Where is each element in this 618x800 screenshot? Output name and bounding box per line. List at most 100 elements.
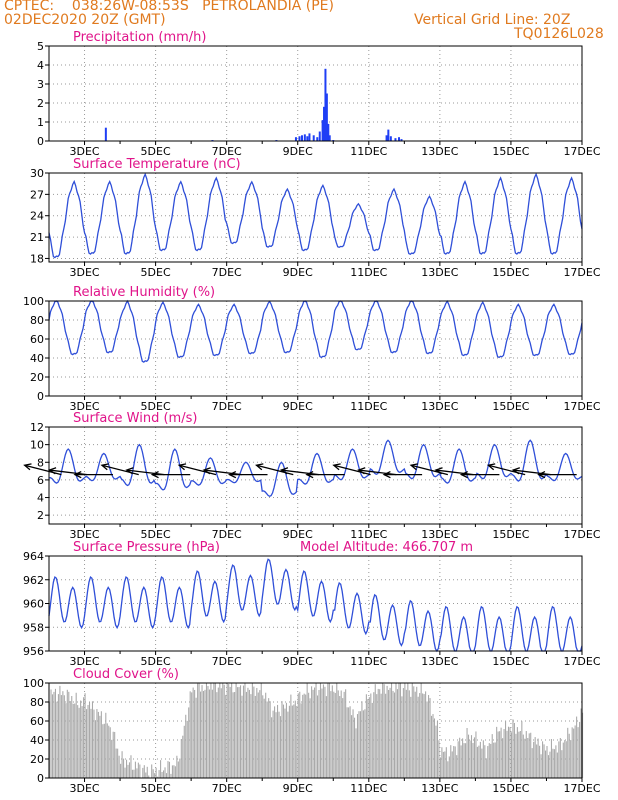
cloud-bar: [164, 767, 166, 778]
y-tick-label: 1: [37, 116, 44, 129]
x-tick-label: 13DEC: [421, 145, 458, 158]
x-tick-label: 13DEC: [421, 400, 458, 413]
cloud-bar: [353, 717, 356, 778]
cloud-bar: [86, 709, 88, 778]
cloud-bar: [97, 711, 99, 778]
x-tick-label: 9DEC: [283, 145, 313, 158]
cloud-bar: [102, 724, 104, 778]
cloud-bar: [470, 735, 473, 778]
cloud-bar: [416, 686, 418, 778]
cloud-bar: [420, 683, 422, 778]
cloud-bar: [229, 686, 231, 778]
cloud-bar: [281, 701, 283, 778]
cloud-bar: [383, 684, 385, 778]
cloud-bar: [528, 733, 530, 778]
cloud-bar: [491, 734, 493, 778]
y-tick-label: 21: [30, 231, 44, 244]
cloud-bar: [170, 773, 172, 778]
cloud-bar: [392, 690, 394, 778]
cloud-bar: [506, 730, 508, 778]
cloud-bar: [561, 750, 563, 778]
x-tick-label: 11DEC: [350, 528, 387, 541]
cloud-bar: [188, 707, 190, 778]
cloud-bar: [429, 698, 431, 778]
cloud-bar: [272, 710, 274, 778]
cloud-bar: [195, 697, 197, 778]
panel-frame: [48, 45, 583, 142]
x-tick-label: 11DEC: [350, 782, 387, 795]
y-tick-label: 962: [23, 574, 44, 587]
cloud-bar: [290, 694, 292, 778]
cloud-bar: [339, 696, 341, 778]
cloud-bar: [291, 705, 293, 778]
cloud-bar: [216, 692, 218, 778]
cloud-bar: [205, 683, 208, 778]
cloud-bar: [130, 755, 132, 778]
cloud-bar: [88, 702, 91, 778]
cloud-bar: [316, 695, 319, 778]
cloud-bar: [507, 726, 510, 778]
cloud-bar: [411, 683, 413, 778]
cloud-bar: [148, 775, 150, 778]
cloud-bar: [161, 772, 163, 778]
cloud-bar: [83, 697, 85, 778]
cloud-bar: [564, 740, 566, 778]
cloud-bar: [444, 751, 446, 778]
cloud-bar: [237, 687, 239, 778]
cloud-bar: [402, 688, 404, 778]
cloud-bar: [154, 773, 156, 778]
cloud-bar: [131, 769, 133, 778]
cloud-bar: [124, 767, 126, 778]
cloud-bar: [388, 689, 390, 778]
cloud-bar: [432, 714, 434, 778]
x-tick-label: 9DEC: [283, 266, 313, 279]
cloud-bar: [163, 770, 165, 778]
cloud-bar: [259, 690, 261, 778]
cloud-bar: [60, 695, 62, 778]
cloud-bar: [306, 683, 308, 778]
cloud-bar: [103, 723, 105, 778]
cloud-bar: [155, 767, 157, 778]
cloud-bar: [192, 687, 194, 778]
cloud-bar: [574, 725, 576, 778]
cloud-bar: [382, 683, 384, 778]
y-tick-label: 12: [30, 421, 44, 434]
cloud-bar: [62, 691, 64, 778]
x-tick-label: 3DEC: [69, 145, 99, 158]
cloud-bar: [177, 761, 179, 778]
y-tick-label: 956: [23, 645, 44, 658]
cloud-bar: [201, 685, 203, 778]
cloud-bar: [559, 738, 561, 778]
y-tick-label: 30: [30, 167, 44, 180]
x-tick-label: 17DEC: [563, 145, 600, 158]
cloud-bar: [512, 719, 514, 778]
cloud-bar: [428, 695, 430, 778]
cloud-bar: [228, 683, 230, 778]
cloud-bar: [123, 758, 125, 778]
cloud-bar: [53, 691, 55, 778]
cloud-bar: [447, 761, 449, 778]
cloud-bar: [459, 737, 461, 778]
precip-bar: [303, 134, 306, 141]
y-tick-label: 20: [30, 371, 44, 384]
cloud-bar: [460, 745, 462, 778]
cloud-bar: [143, 765, 145, 778]
cloud-bar: [171, 765, 173, 778]
cloud-bar: [80, 700, 82, 778]
y-tick-label: 958: [23, 621, 44, 634]
series-line: [48, 172, 583, 259]
x-tick-label: 17DEC: [563, 400, 600, 413]
cloud-bar: [546, 746, 548, 778]
cloud-bar: [543, 744, 545, 778]
cloud-bar: [266, 701, 268, 778]
cloud-bar: [133, 769, 135, 778]
cloud-bar: [373, 692, 375, 778]
cloud-bar: [257, 692, 259, 778]
cloud-bar: [408, 690, 410, 778]
wind-arrow: [332, 463, 371, 476]
cloud-bar: [77, 705, 79, 778]
cloud-bar: [173, 765, 175, 778]
cloud-bar: [436, 721, 438, 778]
panel-title: Surface Wind (m/s): [73, 411, 197, 426]
